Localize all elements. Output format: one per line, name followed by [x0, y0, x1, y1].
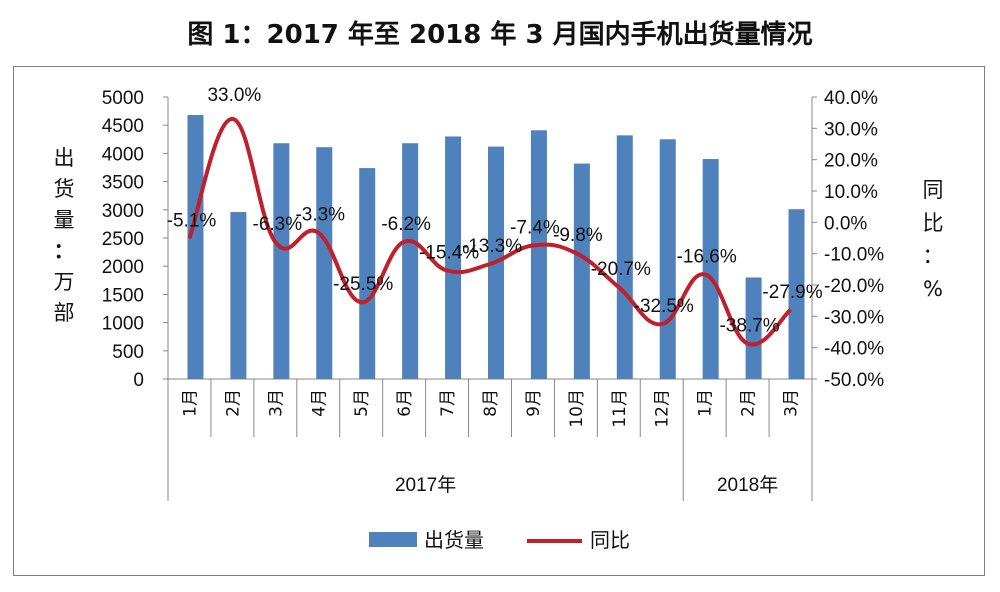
right-tick-label: 0.0%	[824, 213, 867, 234]
category-label: 4月	[309, 389, 329, 417]
group-label: 2017年	[395, 474, 456, 496]
bar	[187, 115, 204, 379]
category-label: 11月	[610, 389, 630, 428]
category-label: 1月	[180, 389, 200, 417]
group-label: 2018年	[717, 474, 778, 496]
bar	[702, 159, 719, 379]
yoy-data-label: -16.6%	[677, 246, 737, 267]
yoy-data-label: -6.3%	[253, 214, 303, 235]
category-label: 2月	[739, 389, 759, 417]
bar	[273, 143, 290, 379]
bar	[316, 147, 333, 379]
left-tick-label: 5000	[102, 88, 144, 109]
left-tick-label: 3500	[102, 173, 144, 194]
left-axis-title-char: 量	[54, 208, 75, 232]
right-axis-title-char: 比	[923, 211, 944, 235]
yoy-data-label: -20.7%	[591, 259, 651, 280]
left-axis-title-char: 万	[54, 270, 75, 294]
right-tick-label: -20.0%	[824, 276, 884, 297]
yoy-data-label: -9.8%	[553, 225, 603, 246]
bar	[445, 136, 462, 379]
category-label: 12月	[653, 389, 673, 428]
category-label: 3月	[266, 389, 286, 417]
left-tick-label: 2500	[102, 229, 144, 250]
category-label: 7月	[438, 389, 458, 417]
bar	[359, 168, 376, 379]
category-label: 9月	[524, 389, 544, 417]
yoy-data-label: -7.4%	[510, 218, 560, 239]
right-axis-title-char: ：	[923, 244, 944, 268]
yoy-data-label: -38.7%	[719, 316, 779, 337]
left-tick-label: 2000	[102, 257, 144, 278]
yoy-data-label: -5.1%	[167, 210, 217, 231]
bar	[530, 130, 547, 379]
left-axis-title-char: ：	[54, 239, 75, 263]
left-axis-title-char: 出	[54, 146, 75, 170]
left-tick-label: 1500	[102, 285, 144, 306]
bar	[788, 209, 805, 379]
bar	[745, 277, 762, 379]
left-tick-label: 1000	[102, 314, 144, 335]
legend-label-bars: 出货量	[424, 528, 484, 552]
legend-swatch-bars	[369, 532, 417, 547]
chart-frame	[13, 66, 985, 576]
right-tick-label: 10.0%	[824, 182, 878, 203]
left-tick-label: 4500	[102, 116, 144, 137]
yoy-data-label: -32.5%	[634, 296, 694, 317]
right-tick-label: 40.0%	[824, 88, 878, 109]
bar	[616, 135, 633, 379]
bar	[659, 139, 676, 379]
bar	[573, 163, 590, 379]
legend-label-line: 同比	[590, 528, 630, 552]
right-tick-label: -40.0%	[824, 339, 884, 360]
bar	[230, 212, 247, 379]
category-label: 8月	[481, 389, 501, 417]
left-axis-title-char: 部	[54, 301, 75, 325]
right-tick-label: -30.0%	[824, 307, 884, 328]
right-axis-title-char: %	[923, 277, 943, 301]
yoy-data-label: 33.0%	[207, 85, 261, 106]
yoy-line	[187, 116, 792, 347]
yoy-data-label: -15.4%	[419, 243, 479, 264]
left-tick-label: 0	[133, 370, 144, 391]
yoy-data-label: -6.2%	[381, 214, 431, 235]
yoy-data-label: -13.3%	[462, 236, 522, 257]
right-tick-label: -10.0%	[824, 245, 884, 266]
category-label: 10月	[567, 389, 587, 428]
category-label: 5月	[352, 389, 372, 417]
yoy-data-label: -25.5%	[333, 274, 393, 295]
right-axis-title-char: 同	[923, 178, 944, 202]
left-tick-label: 500	[112, 342, 144, 363]
right-tick-label: 30.0%	[824, 119, 878, 140]
right-tick-label: 20.0%	[824, 151, 878, 172]
left-tick-label: 4000	[102, 144, 144, 165]
yoy-data-label: -27.9%	[762, 282, 822, 303]
right-tick-label: -50.0%	[824, 370, 884, 391]
category-label: 3月	[782, 389, 802, 417]
yoy-data-label: -3.3%	[295, 205, 345, 226]
left-axis-title-char: 货	[54, 177, 75, 201]
category-label: 1月	[696, 389, 716, 417]
left-tick-label: 3000	[102, 201, 144, 222]
chart-title: 图 1：2017 年至 2018 年 3 月国内手机出货量情况	[187, 20, 813, 50]
category-label: 2月	[223, 389, 243, 417]
category-label: 6月	[395, 389, 415, 417]
bar	[402, 143, 419, 379]
